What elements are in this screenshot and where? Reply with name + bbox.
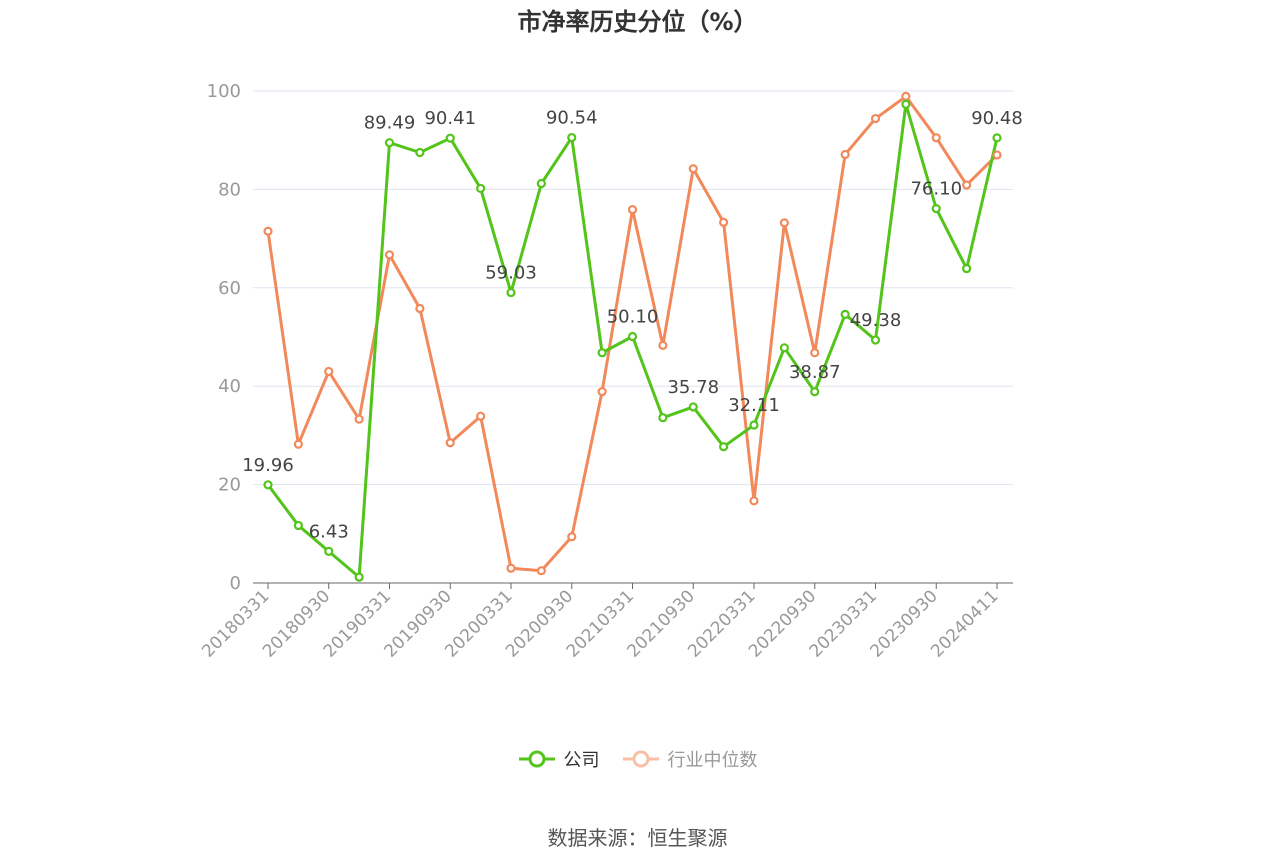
data-point-industry — [688, 164, 698, 174]
legend-label-industry: 行业中位数 — [667, 750, 758, 771]
data-point-company — [293, 520, 303, 531]
data-point-company — [506, 287, 516, 298]
y-tick-label: 0 — [230, 573, 241, 594]
data-point-company — [567, 132, 577, 143]
data-point-industry — [931, 133, 941, 143]
data-label: 90.41 — [424, 108, 476, 129]
data-point-industry — [597, 387, 607, 397]
data-point-company — [870, 335, 881, 345]
data-point-industry — [719, 217, 729, 227]
data-label: 19.96 — [242, 455, 294, 476]
data-point-industry — [476, 411, 486, 421]
data-point-company — [263, 480, 273, 490]
data-point-company — [901, 99, 911, 109]
data-point-company — [324, 546, 334, 556]
data-point-industry — [567, 532, 577, 542]
data-point-industry — [840, 149, 850, 160]
data-label: 38.87 — [789, 362, 841, 383]
data-points — [263, 91, 1002, 582]
legend-item-industry[interactable]: 行业中位数 — [622, 746, 758, 772]
data-label: 89.49 — [364, 113, 416, 134]
data-point-company — [719, 442, 729, 452]
data-label: 6.43 — [309, 521, 349, 542]
y-tick-label: 20 — [218, 475, 241, 496]
data-label: 90.54 — [546, 108, 598, 129]
data-point-company — [962, 264, 972, 274]
data-point-industry — [901, 91, 911, 102]
data-point-industry — [445, 438, 455, 448]
data-point-industry — [992, 150, 1002, 160]
data-point-industry — [384, 250, 395, 260]
data-point-company — [597, 348, 607, 358]
data-point-company — [779, 343, 789, 353]
data-source: 数据来源：恒生聚源 — [547, 826, 728, 850]
y-tick-label: 80 — [218, 179, 241, 200]
data-point-industry — [627, 204, 638, 215]
data-label: 49.38 — [850, 310, 902, 331]
data-point-company — [840, 309, 850, 319]
data-point-company — [445, 133, 455, 143]
data-point-company — [536, 178, 546, 189]
data-point-company — [749, 420, 759, 430]
y-tick-label: 60 — [218, 278, 241, 299]
data-point-industry — [263, 226, 273, 236]
data-point-industry — [779, 218, 789, 228]
data-point-industry — [293, 439, 303, 449]
data-point-company — [658, 413, 668, 423]
data-point-company — [476, 183, 486, 194]
legend-item-company[interactable]: 公司 — [518, 746, 600, 772]
data-point-company — [688, 402, 698, 412]
data-point-industry — [749, 496, 759, 506]
data-point-industry — [415, 303, 425, 314]
data-label: 50.10 — [607, 307, 659, 328]
data-point-industry — [506, 563, 516, 573]
data-point-company — [992, 133, 1002, 143]
data-point-company — [627, 331, 638, 342]
legend-marker-industry-icon — [622, 750, 659, 768]
chart-title: 市净率历史分位（%） — [517, 8, 758, 36]
data-point-company — [354, 572, 364, 582]
data-point-company — [810, 387, 820, 397]
data-label: 90.48 — [971, 108, 1023, 129]
chart-canvas: 0204060801002018033120180930201903312019… — [198, 81, 1023, 662]
data-label: 32.11 — [728, 395, 780, 416]
data-point-industry — [810, 348, 820, 358]
data-point-industry — [536, 566, 546, 576]
legend-marker-company-icon — [518, 750, 555, 768]
legend-label-company: 公司 — [563, 750, 600, 771]
data-labels: 19.96 6.43 89.49 90.41 59.03 90.54 50.10 35.78 3… — [242, 108, 1023, 543]
data-label: 59.03 — [485, 263, 537, 284]
y-tick-label: 40 — [218, 376, 241, 397]
legend: 公司 行业中位数 — [0, 746, 1275, 772]
data-point-company — [415, 147, 425, 158]
data-point-industry — [870, 113, 881, 124]
data-point-industry — [354, 414, 364, 424]
data-label: 76.10 — [910, 179, 962, 200]
data-point-industry — [962, 180, 972, 190]
data-point-industry — [324, 366, 334, 377]
data-point-industry — [658, 340, 668, 350]
data-label: 35.78 — [667, 377, 719, 398]
y-tick-label: 100 — [207, 81, 241, 102]
data-point-company — [931, 203, 941, 214]
data-point-company — [384, 138, 395, 148]
